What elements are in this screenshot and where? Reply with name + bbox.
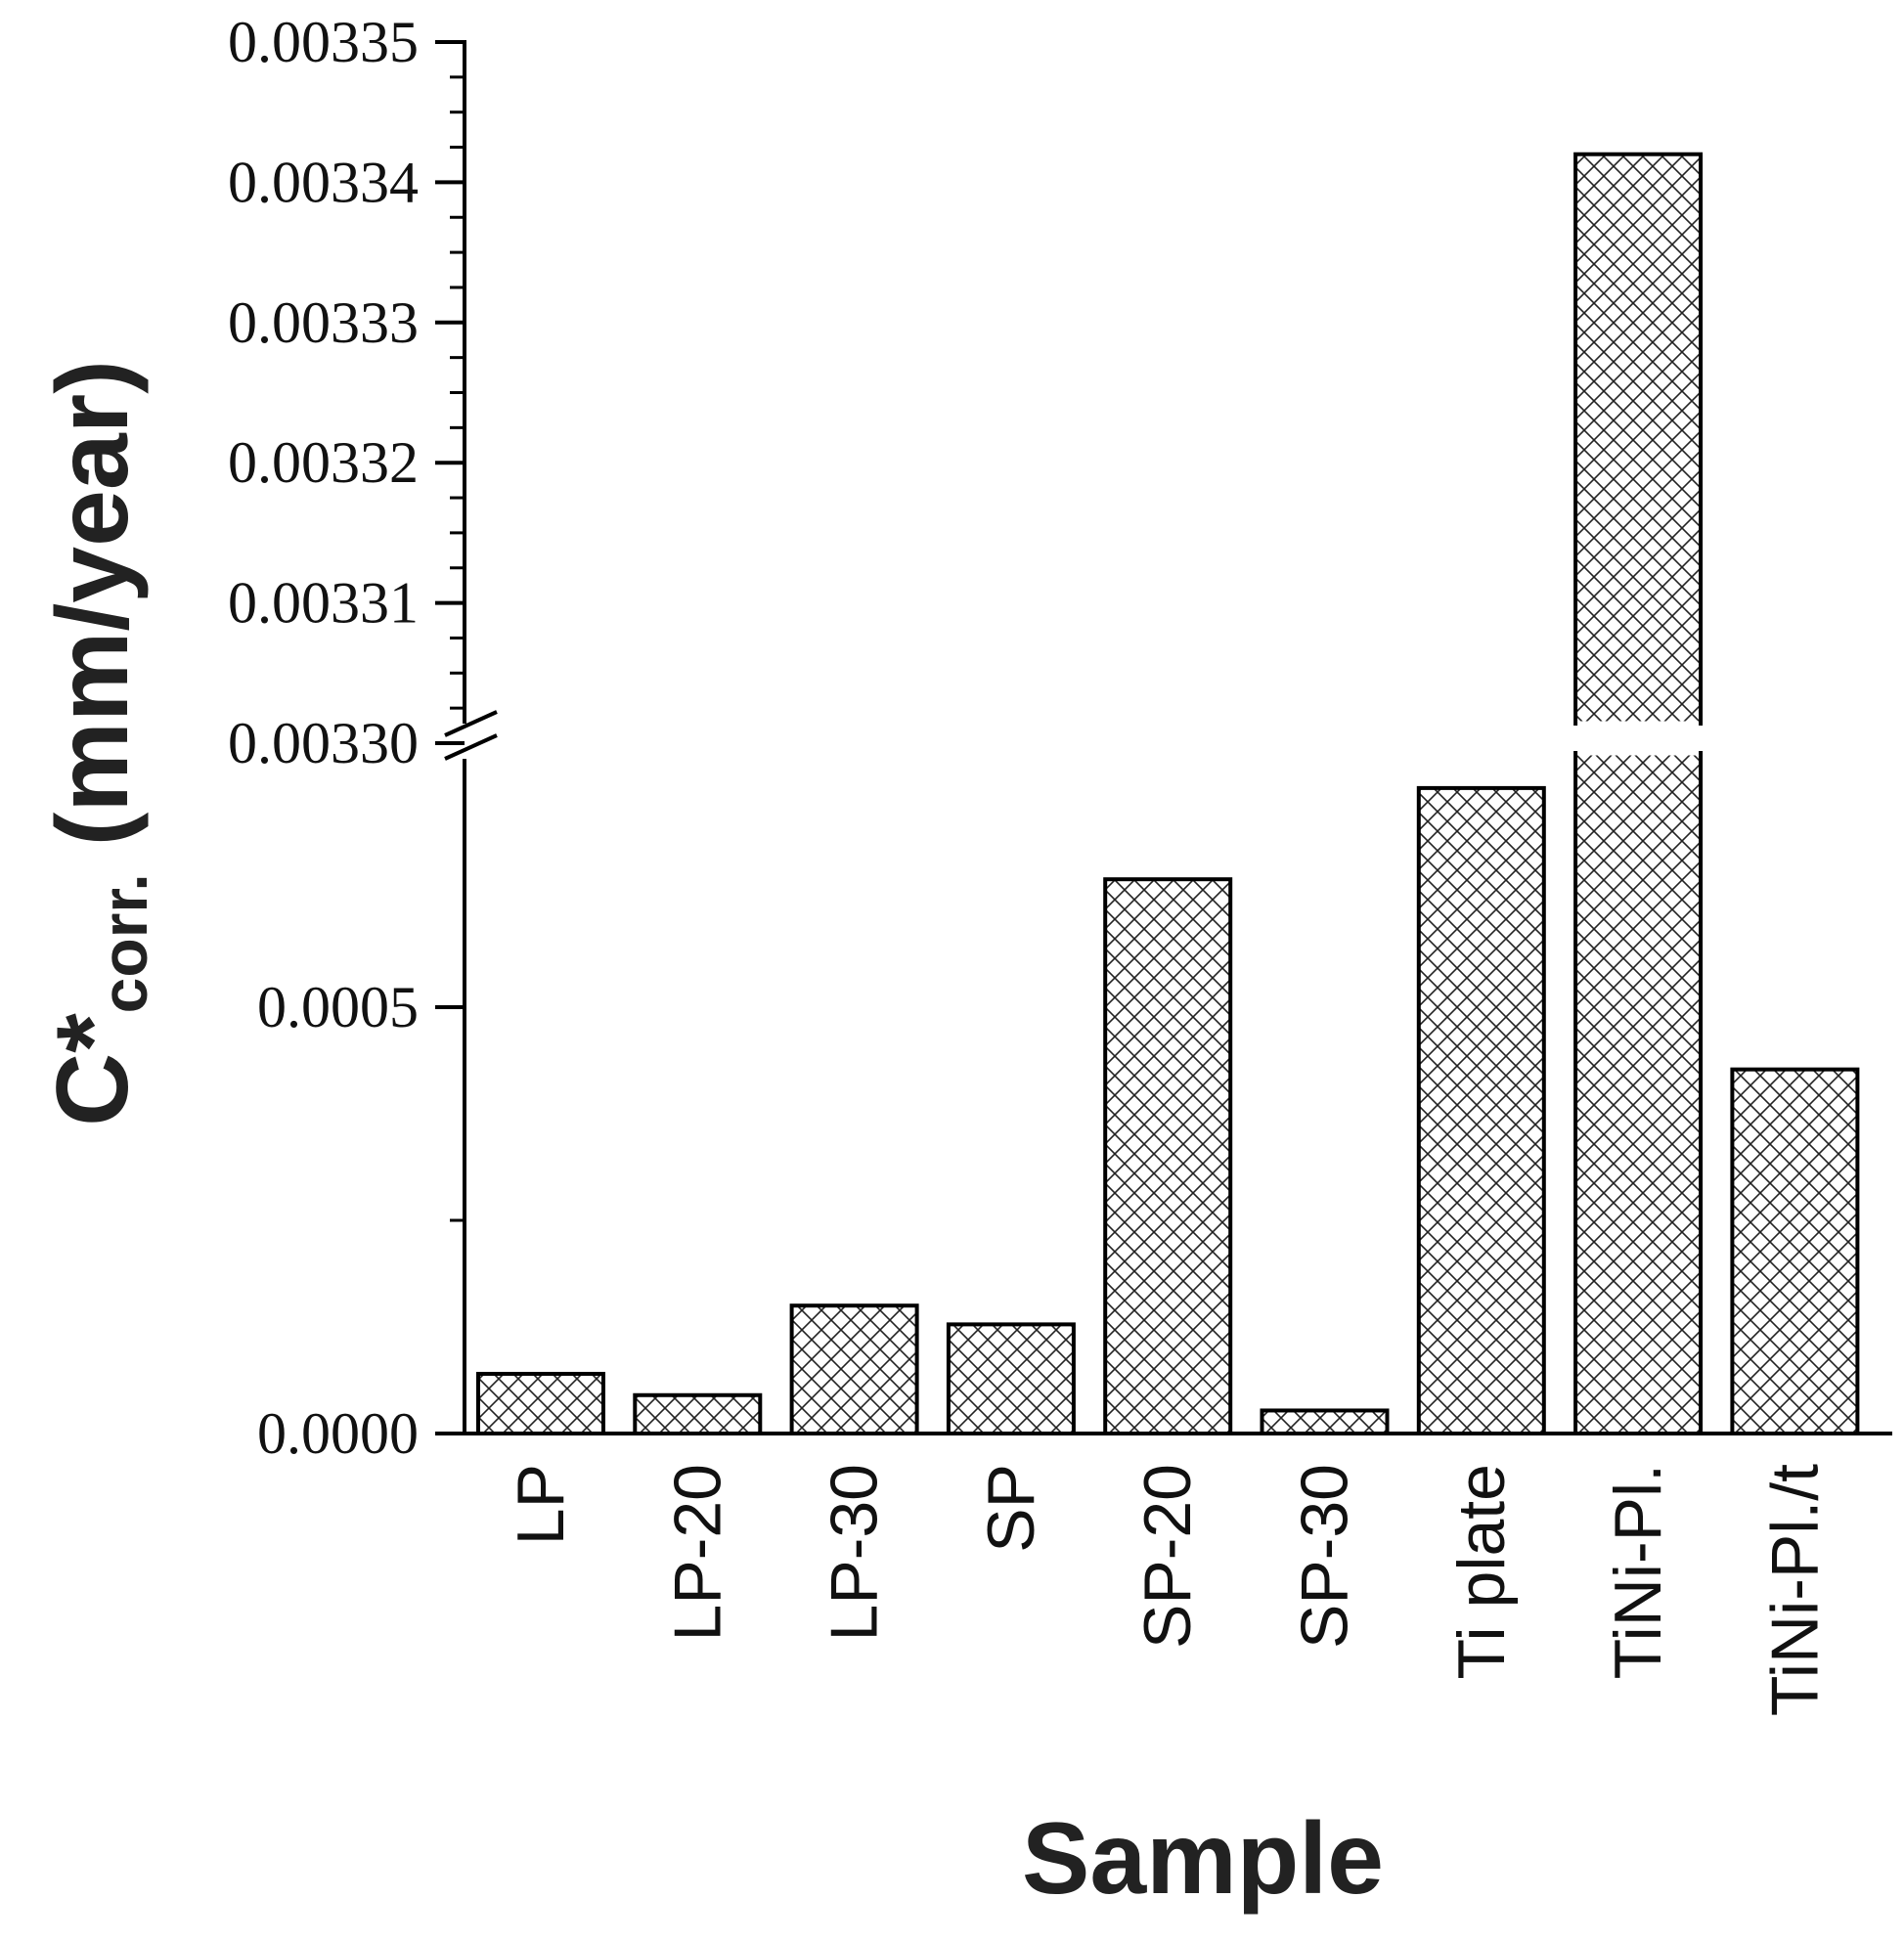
x-tick-label-0: LP xyxy=(504,1464,578,1545)
y-ticks-group: 0.00330 0.00331 0.00332 0.00333 0.00334 0.003… xyxy=(228,10,465,1466)
x-tick-label-6: Ti plate xyxy=(1444,1464,1519,1679)
bar-2 xyxy=(789,1303,919,1435)
bar-6 xyxy=(1416,785,1546,1435)
y-axis-title: C*corr. (mm/year) xyxy=(36,360,160,1126)
bar-5 xyxy=(1260,1408,1390,1436)
x-tick-label-1: LP-20 xyxy=(660,1464,734,1641)
y-tick-label-upper-2: 0.00332 xyxy=(228,430,419,495)
y-tick-label-upper-1: 0.00331 xyxy=(228,571,419,636)
y-tick-label-lower-0: 0.0000 xyxy=(257,1401,419,1466)
y-tick-label-upper-3: 0.00333 xyxy=(228,290,419,355)
y-tick-label-upper-5: 0.00335 xyxy=(228,10,419,74)
y-axis-title-main: C* xyxy=(36,1013,150,1126)
bar-1 xyxy=(633,1392,763,1436)
bars-group xyxy=(476,152,1860,1436)
y-tick-label-lower-1: 0.0005 xyxy=(257,975,419,1039)
svg-text:C*corr.(mm/year): C*corr. (mm/year) xyxy=(36,360,160,1126)
x-tick-label-2: LP-30 xyxy=(818,1464,892,1641)
bar-3 xyxy=(946,1322,1076,1436)
x-tick-label-4: SP-20 xyxy=(1130,1464,1205,1649)
bar-0 xyxy=(476,1371,605,1435)
x-tick-label-7: TiNi-Pl. xyxy=(1601,1464,1675,1679)
category-labels-group: LP LP-20 LP-30 SP SP-20 SP-30 Ti plate TiNi-Pl.… xyxy=(504,1464,1832,1716)
axis-break-mark-lower xyxy=(444,733,498,761)
y-tick-label-upper-4: 0.00334 xyxy=(228,150,419,214)
bar-7-lower xyxy=(1573,751,1704,1435)
y-tick-label-upper-0: 0.00330 xyxy=(228,711,419,775)
axes-group xyxy=(435,40,1892,1435)
bar-4 xyxy=(1103,877,1233,1435)
bar-7-upper xyxy=(1573,152,1704,727)
x-axis-title: Sample xyxy=(1022,1802,1384,1916)
y-axis-title-unit: (mm/year) xyxy=(36,360,150,846)
x-tick-label-5: SP-30 xyxy=(1288,1464,1362,1649)
y-axis-title-subscript: corr. xyxy=(88,873,160,1013)
axis-break-mark-upper xyxy=(444,710,498,737)
x-tick-label-8: TiNi-Pl./t xyxy=(1757,1464,1832,1716)
bar-8 xyxy=(1730,1067,1860,1435)
x-tick-label-3: SP xyxy=(974,1464,1048,1553)
